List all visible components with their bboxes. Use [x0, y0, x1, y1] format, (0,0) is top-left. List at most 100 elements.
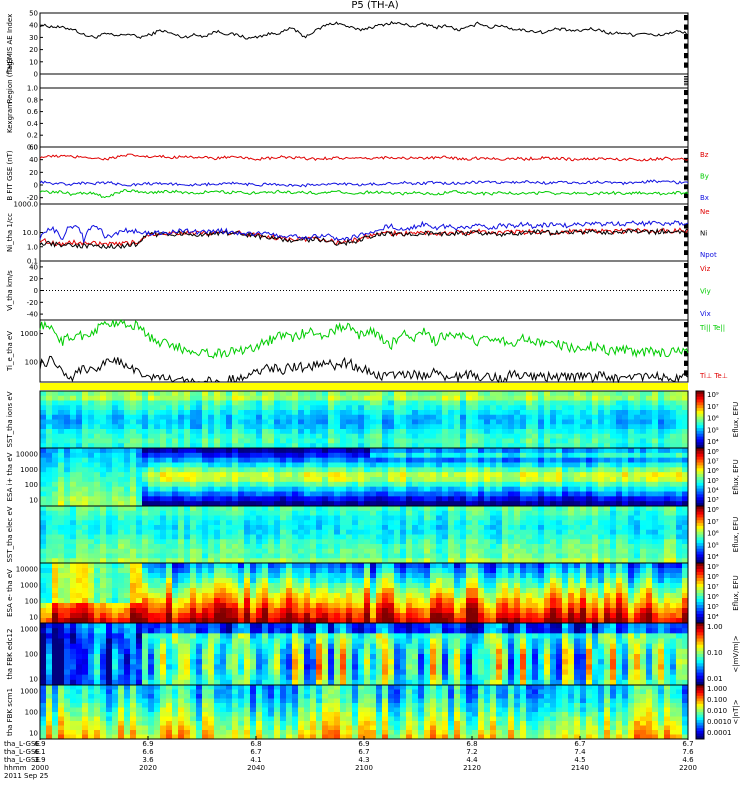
- spectrogram-cell: [106, 534, 113, 540]
- spectrogram-cell: [346, 510, 353, 516]
- spectrogram-cell: [130, 578, 137, 584]
- spectrogram-cell: [460, 568, 467, 574]
- spectrogram-cell: [124, 414, 131, 420]
- spectrogram-cell: [490, 520, 497, 526]
- spectrogram-cell: [280, 486, 287, 492]
- spectrogram-cell: [262, 618, 269, 624]
- spectrogram-cell: [124, 548, 131, 554]
- spectrogram-cell: [646, 486, 653, 492]
- spectrogram-cell: [322, 588, 329, 594]
- spectrogram-cell: [376, 410, 383, 416]
- tick-block: [684, 241, 688, 247]
- spectrogram-cell: [430, 598, 437, 604]
- spectrogram-cell: [274, 496, 281, 502]
- tick-block: [684, 299, 688, 305]
- spectrogram-cell: [628, 558, 635, 564]
- spectrogram-cell: [88, 563, 95, 569]
- spectrogram-cell: [646, 553, 653, 559]
- spectrogram-cell: [184, 525, 191, 531]
- spectrogram-cell: [58, 578, 65, 584]
- spectrogram-cell: [226, 598, 233, 604]
- spectrogram-cell: [112, 419, 119, 425]
- spectrogram-cell: [316, 608, 323, 614]
- spectrogram-cell: [208, 429, 215, 435]
- spectrogram-cell: [88, 510, 95, 516]
- spectrogram-cell: [598, 467, 605, 473]
- spectrogram-cell: [454, 391, 461, 397]
- spectrogram-cell: [574, 472, 581, 478]
- spectrogram-cell: [616, 433, 623, 439]
- spectrogram-cell: [466, 510, 473, 516]
- spectrogram-cell: [280, 593, 287, 599]
- spectrogram-cell: [328, 608, 335, 614]
- spectrogram-cell: [232, 424, 239, 430]
- spectrogram-cell: [466, 433, 473, 439]
- spectrogram-cell: [46, 467, 53, 473]
- spectrogram-cell: [502, 553, 509, 559]
- spectrogram-cell: [370, 510, 377, 516]
- spectrogram-cell: [562, 491, 569, 497]
- spectrogram-cell: [214, 395, 221, 401]
- spectrogram-cell: [334, 593, 341, 599]
- spectrogram-cell: [70, 410, 77, 416]
- spectrogram-cell: [406, 405, 413, 411]
- spectrogram-cell: [682, 491, 689, 497]
- spectrogram-cell: [634, 395, 641, 401]
- spectrogram-cell: [418, 419, 425, 425]
- spectrogram-cell: [370, 593, 377, 599]
- spectrogram-cell: [352, 588, 359, 594]
- spectrogram-cell: [676, 410, 683, 416]
- spectrogram-cell: [94, 613, 101, 619]
- spectrogram-cell: [172, 486, 179, 492]
- spectrogram-cell: [280, 414, 287, 420]
- spectrogram-cell: [340, 496, 347, 502]
- spectrogram-cell: [586, 477, 593, 483]
- spectrogram-cell: [334, 553, 341, 559]
- spectrogram-cell: [166, 608, 173, 614]
- spectrogram-cell: [436, 588, 443, 594]
- spectrogram-cell: [460, 448, 467, 454]
- spectrogram-cell: [136, 588, 143, 594]
- spectrogram-cell: [148, 457, 155, 463]
- spectrogram-cell: [64, 583, 71, 589]
- spectrogram-cell: [94, 400, 101, 406]
- spectrogram-cell: [64, 486, 71, 492]
- spectrogram-cell: [76, 534, 83, 540]
- spectrogram-cell: [184, 452, 191, 459]
- spectrogram-cell: [604, 548, 611, 554]
- spectrogram-cell: [262, 462, 269, 468]
- spectrogram-cell: [640, 525, 647, 531]
- spectrogram-cell: [172, 588, 179, 594]
- spectrogram-cell: [292, 548, 299, 554]
- legend-label: Ne: [700, 208, 710, 216]
- spectrogram-cell: [262, 433, 269, 439]
- spectrogram-cell: [154, 496, 161, 502]
- spectrogram-cell: [286, 429, 293, 435]
- spectrogram-cell: [136, 395, 143, 401]
- spectrogram-cell: [682, 501, 689, 507]
- spectrogram-cell: [616, 548, 623, 554]
- spectrogram-cell: [412, 433, 419, 439]
- spectrogram-cell: [322, 395, 329, 401]
- spectrogram-cell: [172, 563, 179, 569]
- spectrogram-cell: [100, 400, 107, 406]
- spectrogram-cell: [40, 573, 47, 579]
- spectrogram-cell: [418, 573, 425, 579]
- spectrogram-cell: [118, 608, 125, 614]
- spectrogram-cell: [478, 573, 485, 579]
- spectrogram-cell: [256, 501, 263, 507]
- spectrogram-cell: [286, 563, 293, 569]
- spectrogram-cell: [412, 491, 419, 497]
- spectrogram-cell: [40, 448, 47, 454]
- spectrogram-cell: [130, 510, 137, 516]
- spectrogram-cell: [376, 603, 383, 609]
- spectrogram-cell: [574, 395, 581, 401]
- spectrogram-cell: [394, 477, 401, 483]
- spectrogram-cell: [616, 414, 623, 420]
- spectrogram-cell: [382, 539, 389, 545]
- spectrogram-cell: [226, 496, 233, 502]
- spectrogram-cell: [244, 520, 251, 526]
- spectrogram-cell: [106, 501, 113, 507]
- spectrogram-cell: [610, 529, 617, 535]
- spectrogram-cell: [502, 429, 509, 435]
